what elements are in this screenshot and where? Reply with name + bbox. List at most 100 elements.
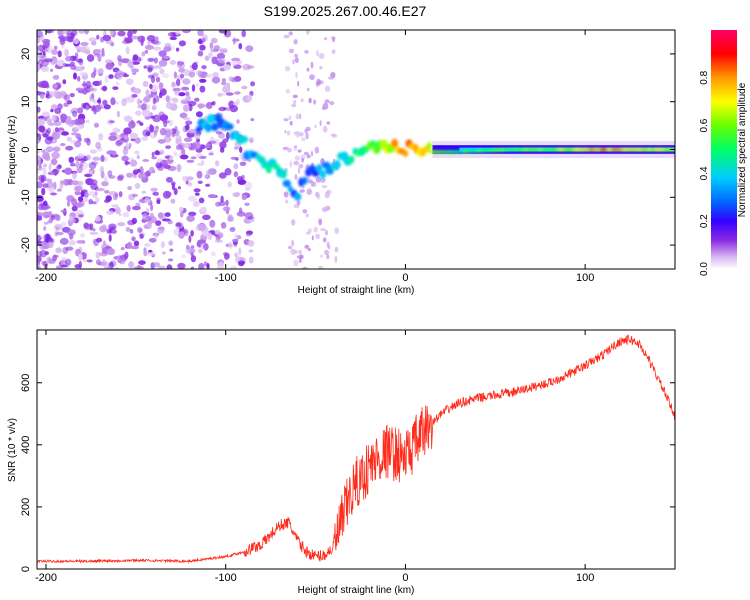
noise-blob [309,74,315,80]
noise-blob [179,112,188,119]
noise-blob [175,78,181,87]
noise-blob [174,90,180,96]
ridge-blob [302,176,308,185]
noise-blob [108,223,117,230]
noise-blob [155,162,163,169]
noise-blob [210,101,215,106]
noise-blob [144,242,151,248]
noise-blob [205,101,213,110]
noise-blob [188,71,196,78]
noise-blob [177,186,181,190]
noise-blob [238,260,246,265]
noise-blob [78,137,82,142]
noise-blob [54,83,58,89]
noise-blob [185,124,190,131]
noise-blob [76,48,81,53]
noise-blob [221,78,227,82]
noise-blob [195,83,200,88]
noise-blob [139,122,144,126]
noise-blob [122,147,129,156]
noise-blob [88,37,97,42]
noise-blob [81,102,85,109]
noise-blob [196,153,203,158]
noise-blob [208,52,213,59]
noise-blob [284,130,287,134]
noise-blob [127,60,134,68]
noise-blob [43,163,47,168]
noise-blob [143,96,151,103]
snr-x-ticks: -200 -100 0 100 [35,330,594,584]
noise-blob [71,132,78,136]
noise-blob [143,250,148,257]
noise-blob [107,170,113,177]
noise-blob [294,53,299,58]
noise-blob [108,120,115,124]
noise-blob [170,181,176,186]
y-tick-label: 10 [20,96,32,108]
noise-blob [186,159,195,163]
noise-blob [156,197,161,203]
noise-blob [157,226,165,234]
noise-blob [214,229,221,235]
noise-blob [221,81,227,86]
noise-blob [126,205,131,212]
noise-blob [198,197,205,204]
noise-blob [157,139,166,144]
noise-blob [142,80,149,87]
ridge-blob [204,123,212,133]
colorbar: 0.0 0.2 0.4 0.6 0.8 Normalized spectral ampl… [699,30,748,276]
noise-blob [324,249,330,256]
noise-blob [326,189,332,195]
noise-blob [126,78,134,85]
noise-blob [328,76,335,80]
y-tick-label: -10 [20,189,32,205]
noise-blob [153,65,162,69]
noise-blob [97,54,102,62]
noise-blob [324,85,331,93]
noise-blob [93,70,97,77]
noise-blob [109,132,117,137]
noise-blob [144,44,154,50]
noise-blob [297,167,301,174]
noise-blob [104,199,110,204]
noise-blob [42,133,49,138]
noise-blob [103,104,111,110]
colorbar-label: Normalized spectral amplitude [737,82,748,217]
noise-blob [248,256,254,264]
noise-blob [306,231,311,235]
noise-blob [78,260,83,269]
noise-blob [120,58,130,64]
noise-blob [57,30,64,36]
noise-blob [159,68,165,75]
noise-blob [208,140,217,144]
noise-blob [283,34,290,39]
noise-blob [160,241,165,249]
noise-blob [50,30,55,34]
noise-blob [141,136,148,141]
noise-blob [199,85,206,93]
ridge-blob [391,138,399,148]
noise-blob [210,37,218,44]
noise-blob [226,82,231,89]
noise-blob [325,229,328,236]
noise-blob [326,254,330,260]
noise-blob [178,92,186,97]
noise-blob [233,171,239,178]
noise-blob [204,174,209,178]
noise-blob [307,179,313,184]
noise-blob [150,187,158,192]
noise-blob [59,37,66,46]
noise-blob [43,205,51,210]
noise-blob [145,89,150,97]
noise-blob [94,49,102,54]
noise-blob [91,40,97,46]
noise-blob [289,120,293,126]
noise-blob [42,183,49,189]
noise-blob [46,90,50,97]
y-tick-label: 0 [20,566,32,572]
noise-blob [78,196,84,203]
noise-blob [300,154,306,160]
spectrogram-y-ticks: -20 -10 0 10 20 [20,48,675,253]
x-tick-label: -200 [35,272,57,284]
noise-blob [204,55,210,61]
